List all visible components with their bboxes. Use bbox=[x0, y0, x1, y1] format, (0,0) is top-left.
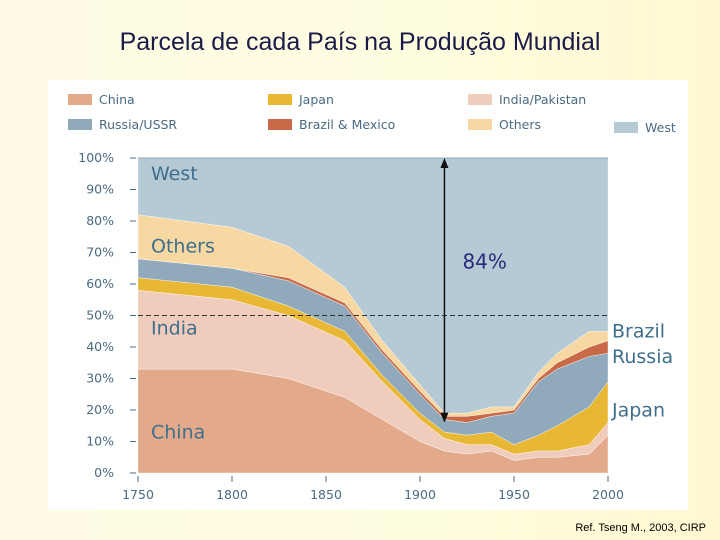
legend-label-japan: Japan bbox=[298, 92, 334, 107]
legend-swatch-japan bbox=[268, 94, 292, 105]
x-tick-label: 1950 bbox=[498, 487, 530, 502]
y-tick-label: 10% bbox=[86, 434, 114, 449]
legend-swatch-others bbox=[468, 119, 492, 130]
series-label-others: Others bbox=[151, 236, 215, 258]
callout-value: 84% bbox=[462, 249, 506, 273]
legend-label-russia-ussr: Russia/USSR bbox=[99, 117, 177, 132]
y-tick-label: 40% bbox=[86, 339, 114, 354]
series-label-japan: Japan bbox=[611, 399, 665, 421]
y-tick-label: 20% bbox=[86, 402, 114, 417]
legend-swatch-brazil-mexico bbox=[268, 119, 292, 130]
series-label-india: India bbox=[151, 317, 198, 339]
legend-swatch-india-pakistan bbox=[468, 94, 492, 105]
x-tick-label: 1750 bbox=[122, 487, 154, 502]
x-tick-label: 1900 bbox=[404, 487, 436, 502]
legend-label-india-pakistan: India/Pakistan bbox=[499, 92, 586, 107]
series-label-brazil: Brazil bbox=[612, 321, 665, 343]
arrow-head-down bbox=[440, 412, 449, 423]
legend-swatch-china bbox=[68, 94, 92, 105]
legend-swatch-russia-ussr bbox=[68, 119, 92, 130]
arrow-head-up bbox=[440, 158, 449, 168]
y-tick-label: 100% bbox=[78, 150, 114, 165]
legend-label-others: Others bbox=[499, 117, 541, 132]
reference-note: Ref. Tseng M., 2003, CIRP bbox=[575, 522, 706, 534]
series-label-china: China bbox=[151, 421, 205, 443]
y-tick-label: 60% bbox=[86, 276, 114, 291]
series-label-russia: Russia bbox=[612, 346, 673, 368]
legend-label-brazil-mexico: Brazil & Mexico bbox=[299, 117, 395, 132]
y-tick-label: 0% bbox=[94, 465, 114, 480]
series-label-west: West bbox=[151, 163, 198, 185]
stacked-area-chart: China Japan India/Pakistan Russia/USSR Brazi… bbox=[68, 92, 676, 502]
legend-label-west: West bbox=[645, 120, 676, 135]
chart-panel: China Japan India/Pakistan Russia/USSR Brazi… bbox=[48, 80, 688, 510]
y-tick-label: 70% bbox=[86, 245, 114, 260]
x-tick-label: 2000 bbox=[592, 487, 624, 502]
y-tick-label: 90% bbox=[86, 182, 114, 197]
y-tick-label: 30% bbox=[86, 371, 114, 386]
y-tick-label: 50% bbox=[86, 308, 114, 323]
x-tick-label: 1850 bbox=[310, 487, 342, 502]
x-tick-label: 1800 bbox=[216, 487, 248, 502]
y-tick-label: 80% bbox=[86, 213, 114, 228]
legend-label-china: China bbox=[99, 92, 135, 107]
page-title: Parcela de cada País na Produção Mundial bbox=[119, 28, 601, 56]
legend-swatch-west bbox=[614, 122, 638, 133]
